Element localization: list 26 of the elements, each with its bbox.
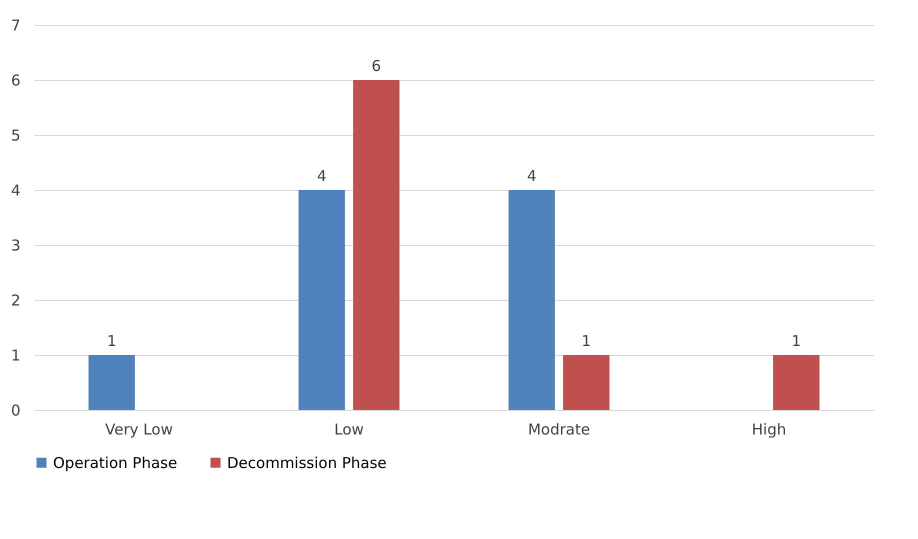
y-tick-label: 3 xyxy=(10,236,20,254)
y-tick-label: 0 xyxy=(10,402,20,420)
data-label: 6 xyxy=(372,57,382,75)
legend-label: Decommission Phase xyxy=(227,454,387,472)
y-tick-label: 4 xyxy=(10,182,20,200)
data-label: 1 xyxy=(582,332,592,350)
y-tick-label: 1 xyxy=(10,346,20,364)
y-tick-label: 6 xyxy=(10,72,20,90)
bar xyxy=(773,355,820,410)
y-tick-label: 7 xyxy=(10,16,20,34)
bar xyxy=(508,190,555,410)
bar xyxy=(298,190,345,410)
x-tick-label: Very Low xyxy=(105,420,173,438)
bar xyxy=(353,80,400,410)
bar xyxy=(563,355,610,410)
x-tick-label: Modrate xyxy=(528,420,590,438)
y-tick-label: 5 xyxy=(10,126,20,144)
data-label: 1 xyxy=(106,332,116,350)
data-label: 4 xyxy=(316,167,326,185)
x-tick-label: High xyxy=(752,420,786,438)
bar xyxy=(88,355,135,410)
data-label: 1 xyxy=(792,332,802,350)
y-tick-label: 2 xyxy=(10,292,20,310)
data-label: 4 xyxy=(526,167,536,185)
x-tick-label: Low xyxy=(334,420,364,438)
legend-label: Operation Phase xyxy=(53,454,178,472)
